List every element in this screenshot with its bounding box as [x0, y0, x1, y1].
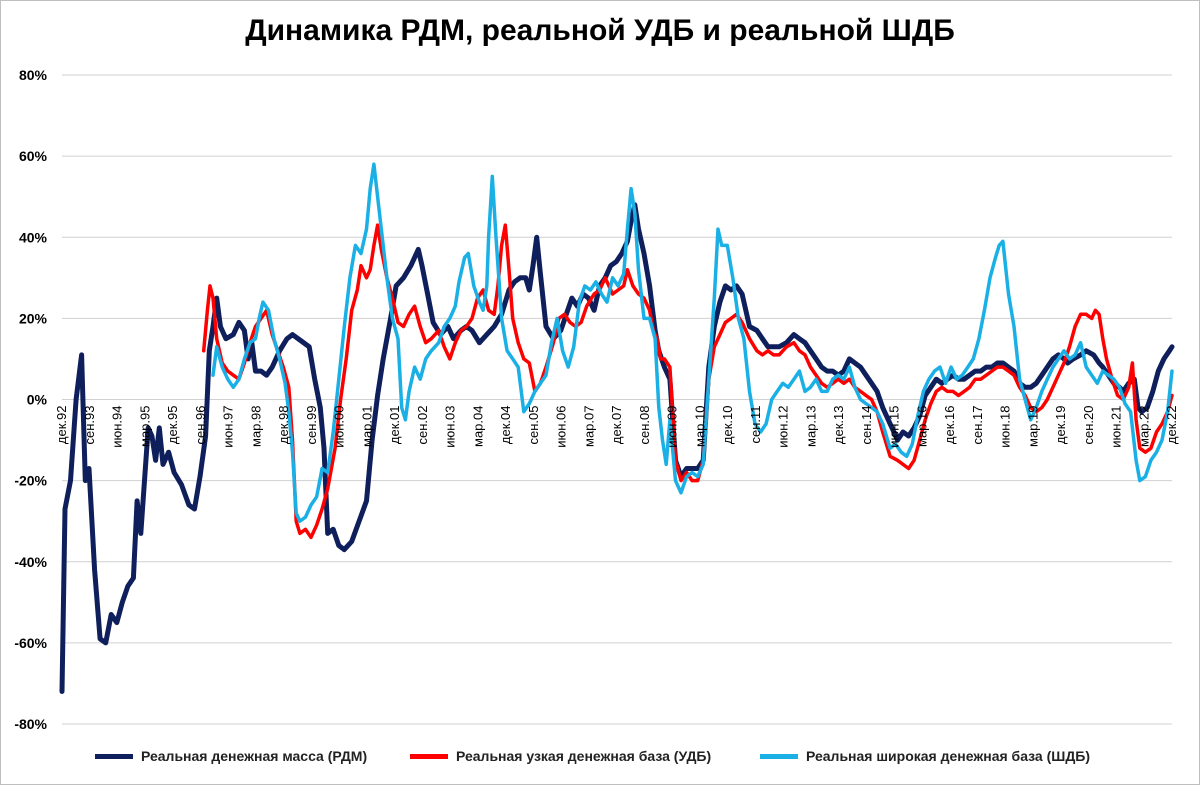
y-tick-label: -40%	[14, 554, 47, 570]
x-tick-label: дек.07	[609, 406, 624, 445]
x-tick-label: сен.05	[526, 406, 541, 445]
x-tick-label: дек.98	[276, 406, 291, 445]
x-tick-label: сен.99	[304, 406, 319, 445]
x-tick-label: июн.06	[554, 406, 569, 448]
y-tick-label: -60%	[14, 635, 47, 651]
x-tick-label: мар.10	[692, 406, 707, 447]
y-tick-label: 0%	[27, 392, 48, 408]
y-tick-label: 60%	[19, 148, 48, 164]
x-tick-label: мар.13	[803, 406, 818, 447]
x-tick-label: сен.93	[82, 406, 97, 445]
x-tick-label: июн.03	[443, 406, 458, 448]
x-tick-label: мар.19	[1025, 406, 1040, 447]
gridlines	[62, 74, 1172, 725]
legend-label-shdb: Реальная широкая денежная база (ШДБ)	[806, 748, 1091, 764]
y-tick-label: -80%	[14, 716, 47, 732]
x-tick-label: дек.95	[165, 406, 180, 445]
y-axis-ticks: 80% 60% 40% 20% 0% -20% -40% -60% -80%	[14, 67, 47, 732]
x-tick-label: мар.01	[359, 406, 374, 447]
x-tick-label: мар.04	[470, 406, 485, 447]
legend-item-rdm: Реальная денежная масса (РДМ)	[95, 748, 367, 764]
series-line-rdm	[59, 202, 1175, 694]
x-tick-label: мар.22	[1136, 406, 1151, 447]
x-tick-label: июн.94	[110, 406, 125, 448]
x-tick-label: июн.21	[1109, 406, 1124, 448]
x-tick-label: дек.04	[498, 406, 513, 445]
x-tick-label: дек.16	[942, 406, 957, 445]
x-tick-label: сен.08	[637, 406, 652, 445]
legend-swatch-rdm	[95, 753, 133, 759]
x-tick-label: сен.17	[970, 406, 985, 445]
y-tick-label: 40%	[19, 229, 48, 245]
x-tick-label: сен.20	[1081, 406, 1096, 445]
series-line-shdb	[211, 162, 1174, 523]
y-tick-label: 20%	[19, 310, 48, 326]
x-tick-label: дек.92	[54, 406, 69, 445]
x-tick-label: мар.07	[581, 406, 596, 447]
x-tick-label: сен.14	[859, 406, 874, 445]
x-tick-label: мар.98	[248, 406, 263, 447]
series-lines	[59, 162, 1175, 694]
x-tick-label: дек.01	[387, 406, 402, 445]
x-tick-label: июн.97	[221, 406, 236, 448]
x-tick-label: июн.09	[665, 406, 680, 448]
x-tick-label: дек.13	[831, 406, 846, 445]
legend: Реальная денежная масса (РДМ) Реальная у…	[0, 748, 1200, 772]
series-line-udb	[201, 223, 1174, 540]
y-tick-label: 80%	[19, 67, 48, 83]
x-tick-label: мар.95	[137, 406, 152, 447]
legend-label-rdm: Реальная денежная масса (РДМ)	[141, 748, 368, 764]
chart-title: Динамика РДМ, реальной УДБ и реальной ШД…	[245, 14, 955, 47]
x-tick-label: июн.15	[887, 406, 902, 448]
x-tick-label: мар.16	[914, 406, 929, 447]
x-tick-label: сен.11	[748, 406, 763, 444]
x-tick-label: дек.19	[1053, 406, 1068, 445]
x-axis-ticks: дек.92 сен.93 июн.94 мар.95 дек.95 сен.96 июн.…	[54, 406, 1179, 448]
x-tick-label: сен.02	[415, 406, 430, 445]
legend-label-udb: Реальная узкая денежная база (УДБ)	[456, 748, 712, 764]
x-tick-label: дек.22	[1164, 406, 1179, 445]
legend-item-shdb: Реальная широкая денежная база (ШДБ)	[760, 748, 1090, 764]
y-tick-label: -20%	[14, 473, 47, 489]
x-tick-label: сен.96	[193, 406, 208, 445]
x-tick-label: июн.18	[998, 406, 1013, 448]
legend-item-udb: Реальная узкая денежная база (УДБ)	[410, 748, 711, 764]
x-tick-label: июн.00	[332, 406, 347, 448]
x-tick-label: июн.12	[776, 406, 791, 448]
x-tick-label: дек.10	[720, 406, 735, 445]
legend-swatch-udb	[410, 753, 448, 759]
legend-swatch-shdb	[760, 753, 798, 759]
